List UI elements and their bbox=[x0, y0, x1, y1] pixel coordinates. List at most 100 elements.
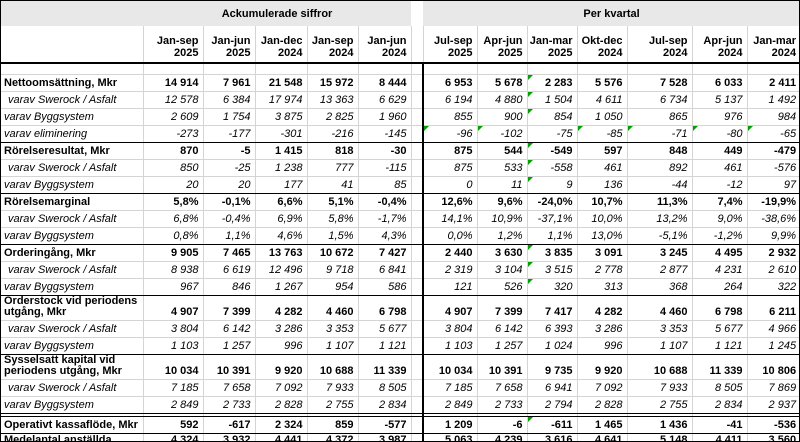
cell[interactable]: 4 441 bbox=[255, 433, 308, 441]
cell[interactable]: 14 914 bbox=[143, 74, 204, 92]
cell[interactable]: 13 763 bbox=[255, 244, 308, 262]
cell[interactable]: 7 399 bbox=[203, 295, 256, 321]
cell[interactable]: -576 bbox=[747, 159, 799, 177]
cell[interactable]: 6 033 bbox=[692, 74, 748, 92]
cell[interactable]: -145 bbox=[358, 125, 412, 143]
cell[interactable] bbox=[203, 413, 256, 417]
cell[interactable]: -41 bbox=[692, 416, 748, 434]
row-label[interactable]: varav Byggsystem bbox=[1, 108, 144, 126]
cell[interactable]: 1 465 bbox=[577, 416, 628, 434]
cell[interactable]: 1 960 bbox=[358, 108, 412, 126]
cell[interactable]: 10 672 bbox=[307, 244, 359, 262]
cell[interactable]: 777 bbox=[307, 159, 359, 177]
cell[interactable] bbox=[143, 413, 204, 417]
spacer-cell[interactable] bbox=[411, 159, 425, 177]
cell[interactable]: -617 bbox=[203, 416, 256, 434]
spacer-cell[interactable] bbox=[411, 176, 425, 194]
cell[interactable]: 6 798 bbox=[358, 295, 412, 321]
cell[interactable]: 12 496 bbox=[255, 261, 308, 279]
cell[interactable]: 2 610 bbox=[747, 261, 799, 279]
cell[interactable]: 2 733 bbox=[477, 396, 528, 414]
cell[interactable]: 1 257 bbox=[477, 337, 528, 355]
row-label[interactable]: Sysselsatt kapital vid periodens utgång,… bbox=[1, 354, 144, 380]
cell[interactable]: 5 678 bbox=[477, 74, 528, 92]
cell[interactable]: 4 880 bbox=[477, 91, 528, 109]
cell[interactable]: 9 735 bbox=[527, 354, 578, 380]
spacer-cell[interactable] bbox=[411, 396, 425, 414]
cell[interactable]: 1 415 bbox=[255, 142, 308, 160]
column-header[interactable]: Jul-sep 2025 bbox=[423, 26, 478, 64]
cell[interactable]: 7 465 bbox=[203, 244, 256, 262]
cell[interactable]: 6 619 bbox=[203, 261, 256, 279]
spacer-cell[interactable] bbox=[411, 320, 425, 338]
spacer-cell[interactable] bbox=[411, 295, 425, 321]
cell[interactable]: -44 bbox=[627, 176, 693, 194]
cell[interactable]: 1 209 bbox=[423, 416, 478, 434]
cell[interactable]: 2 828 bbox=[577, 396, 628, 414]
cell[interactable]: 7 417 bbox=[527, 295, 578, 321]
cell[interactable] bbox=[255, 63, 308, 75]
cell[interactable]: 2 877 bbox=[627, 261, 693, 279]
cell[interactable]: 461 bbox=[577, 159, 628, 177]
cell[interactable]: 850 bbox=[143, 159, 204, 177]
cell[interactable]: 5,8% bbox=[143, 193, 204, 211]
cell[interactable]: 2 283 bbox=[527, 74, 578, 92]
cell[interactable] bbox=[307, 63, 359, 75]
cell[interactable]: 544 bbox=[477, 142, 528, 160]
cell[interactable]: 3 804 bbox=[423, 320, 478, 338]
cell[interactable]: 12 578 bbox=[143, 91, 204, 109]
cell[interactable]: 7 185 bbox=[143, 379, 204, 397]
cell[interactable]: 3 987 bbox=[358, 433, 412, 441]
row-label[interactable]: Nettoomsättning, Mkr bbox=[1, 74, 144, 92]
cell[interactable]: -216 bbox=[307, 125, 359, 143]
cell[interactable]: -558 bbox=[527, 159, 578, 177]
cell[interactable]: 1 436 bbox=[627, 416, 693, 434]
cell[interactable]: 3 630 bbox=[477, 244, 528, 262]
cell[interactable]: -75 bbox=[527, 125, 578, 143]
cell[interactable] bbox=[358, 413, 412, 417]
cell[interactable] bbox=[577, 413, 628, 417]
cell[interactable]: 449 bbox=[692, 142, 748, 160]
cell[interactable]: -273 bbox=[143, 125, 204, 143]
row-label[interactable]: Rörelsemarginal bbox=[1, 193, 144, 211]
cell[interactable]: 3 353 bbox=[627, 320, 693, 338]
cell[interactable]: 13,0% bbox=[577, 227, 628, 245]
cell[interactable]: 3 091 bbox=[577, 244, 628, 262]
cell[interactable]: 6 941 bbox=[527, 379, 578, 397]
cell[interactable]: 4 324 bbox=[143, 433, 204, 441]
spacer-cell[interactable] bbox=[411, 210, 425, 228]
cell[interactable]: -549 bbox=[527, 142, 578, 160]
cell[interactable]: 11,3% bbox=[627, 193, 693, 211]
cell[interactable]: -1,7% bbox=[358, 210, 412, 228]
cell[interactable]: 1 024 bbox=[527, 337, 578, 355]
cell[interactable]: 875 bbox=[423, 142, 478, 160]
cell[interactable]: 1 257 bbox=[203, 337, 256, 355]
cell[interactable]: 3 835 bbox=[527, 244, 578, 262]
column-header[interactable]: Jul-sep 2024 bbox=[627, 26, 693, 64]
cell[interactable] bbox=[627, 413, 693, 417]
cell[interactable] bbox=[577, 63, 628, 75]
cell[interactable]: 7,4% bbox=[692, 193, 748, 211]
cell[interactable]: -0,1% bbox=[203, 193, 256, 211]
cell[interactable]: 8 444 bbox=[358, 74, 412, 92]
cell[interactable] bbox=[203, 63, 256, 75]
cell[interactable]: 7 185 bbox=[423, 379, 478, 397]
row-label[interactable]: varav eliminering bbox=[1, 125, 144, 143]
cell[interactable]: 1 107 bbox=[307, 337, 359, 355]
cell[interactable]: 3 104 bbox=[477, 261, 528, 279]
cell[interactable]: 368 bbox=[627, 278, 693, 296]
spacer-cell[interactable] bbox=[411, 74, 425, 92]
row-label[interactable]: varav Swerock / Asfalt bbox=[1, 379, 144, 397]
column-header[interactable]: Apr-jun 2025 bbox=[477, 26, 528, 64]
cell[interactable] bbox=[477, 413, 528, 417]
cell[interactable]: 85 bbox=[358, 176, 412, 194]
cell[interactable]: 3 286 bbox=[255, 320, 308, 338]
cell[interactable]: 3 804 bbox=[143, 320, 204, 338]
cell[interactable]: 5 677 bbox=[358, 320, 412, 338]
cell[interactable] bbox=[423, 413, 478, 417]
cell[interactable]: 97 bbox=[747, 176, 799, 194]
column-header[interactable]: Okt-dec 2024 bbox=[577, 26, 628, 64]
cell[interactable]: -37,1% bbox=[527, 210, 578, 228]
cell[interactable]: 865 bbox=[627, 108, 693, 126]
cell[interactable]: 1 267 bbox=[255, 278, 308, 296]
